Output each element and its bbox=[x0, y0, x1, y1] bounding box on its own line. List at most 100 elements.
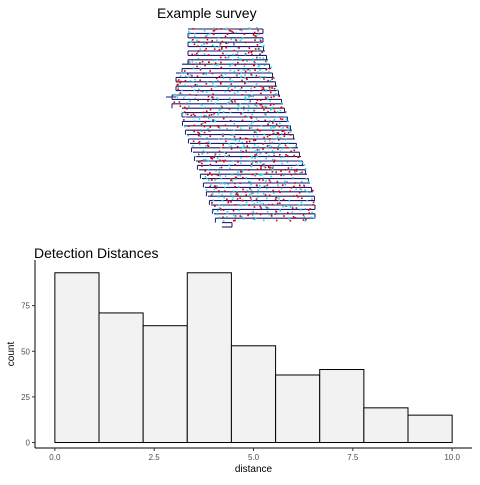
detection-point bbox=[233, 135, 236, 138]
detection-point bbox=[250, 89, 253, 92]
detection-point bbox=[229, 97, 231, 100]
detection-point bbox=[206, 81, 209, 83]
detection-point bbox=[205, 91, 208, 93]
detection-point bbox=[243, 69, 246, 71]
detection-point bbox=[197, 142, 200, 144]
detection-point bbox=[209, 185, 211, 188]
detection-point bbox=[208, 114, 211, 117]
detection-point bbox=[239, 182, 242, 185]
detection-point bbox=[216, 39, 218, 42]
detection-point bbox=[263, 44, 265, 47]
detection-point bbox=[205, 114, 207, 117]
detection-point bbox=[264, 119, 266, 122]
detection-point bbox=[207, 169, 210, 172]
detection-point bbox=[231, 198, 234, 201]
detection-point bbox=[266, 67, 269, 70]
detection-point bbox=[213, 59, 216, 62]
detection-point bbox=[197, 50, 200, 52]
detection-point bbox=[217, 36, 220, 39]
detection-point bbox=[231, 59, 234, 61]
detection-point bbox=[239, 107, 241, 109]
detection-point bbox=[204, 64, 206, 67]
detection-point bbox=[283, 132, 286, 135]
detection-point bbox=[259, 213, 262, 216]
detection-point bbox=[213, 188, 216, 191]
detection-point bbox=[209, 126, 212, 128]
detection-point bbox=[232, 160, 235, 162]
detection-point bbox=[250, 183, 252, 186]
detection-point bbox=[242, 217, 245, 220]
detection-point bbox=[270, 213, 273, 215]
detection-point bbox=[279, 143, 281, 146]
detection-point bbox=[255, 161, 257, 163]
detection-point bbox=[241, 37, 244, 40]
detection-point bbox=[231, 62, 234, 65]
detection-point bbox=[216, 213, 219, 216]
detection-point bbox=[290, 150, 292, 153]
detection-point bbox=[178, 79, 180, 81]
detection-point bbox=[242, 146, 245, 149]
detection-point bbox=[260, 207, 263, 210]
detection-point bbox=[220, 61, 222, 64]
detection-point bbox=[226, 27, 229, 30]
x-tick-label-2: 5.0 bbox=[248, 453, 260, 462]
detection-point bbox=[259, 161, 262, 164]
detection-point bbox=[290, 173, 293, 176]
detection-point bbox=[243, 144, 245, 146]
detection-point bbox=[218, 204, 221, 207]
detection-point bbox=[232, 219, 235, 222]
detection-point bbox=[188, 61, 190, 63]
detection-point bbox=[259, 38, 262, 41]
detection-point bbox=[303, 185, 306, 187]
detection-point bbox=[275, 219, 278, 222]
detection-point bbox=[248, 47, 251, 49]
detection-point bbox=[295, 164, 298, 166]
detection-point bbox=[229, 99, 232, 101]
detection-point bbox=[214, 185, 217, 188]
detection-point bbox=[221, 199, 224, 202]
detection-point bbox=[251, 200, 253, 202]
detection-point bbox=[229, 119, 232, 122]
detection-point bbox=[202, 111, 205, 114]
detection-point bbox=[286, 161, 289, 163]
detection-point bbox=[233, 92, 236, 95]
detection-point bbox=[291, 206, 294, 209]
detection-point bbox=[235, 39, 238, 42]
detection-point bbox=[204, 175, 207, 178]
detection-point bbox=[241, 112, 244, 114]
detection-point bbox=[268, 134, 271, 136]
detection-point bbox=[207, 144, 209, 147]
detection-point bbox=[224, 90, 227, 93]
detection-point bbox=[288, 171, 291, 173]
detection-point bbox=[184, 70, 186, 72]
detection-point bbox=[217, 174, 220, 177]
detection-point bbox=[230, 201, 232, 203]
detection-point bbox=[236, 192, 239, 195]
detection-point bbox=[221, 105, 223, 108]
detection-point bbox=[219, 182, 222, 185]
detection-point bbox=[228, 90, 231, 92]
detection-point bbox=[217, 113, 220, 116]
detection-point bbox=[255, 131, 258, 134]
detection-point bbox=[207, 127, 209, 130]
detection-point bbox=[208, 129, 210, 132]
detection-point bbox=[243, 145, 246, 148]
detection-point bbox=[262, 202, 265, 205]
detection-point bbox=[280, 187, 283, 190]
detection-point bbox=[284, 168, 287, 171]
detection-point bbox=[271, 203, 274, 206]
detection-point bbox=[265, 90, 267, 92]
detection-point bbox=[205, 47, 207, 50]
detection-point bbox=[260, 124, 262, 127]
detection-point bbox=[206, 42, 208, 44]
detection-point bbox=[289, 190, 291, 193]
detection-point bbox=[237, 161, 239, 163]
detection-point bbox=[220, 177, 223, 180]
detection-point bbox=[220, 28, 222, 30]
detection-point bbox=[265, 187, 268, 190]
detection-point bbox=[239, 125, 242, 128]
detection-point bbox=[278, 125, 281, 128]
detection-point bbox=[265, 157, 267, 160]
detection-point bbox=[252, 135, 255, 138]
detection-point bbox=[259, 56, 261, 59]
